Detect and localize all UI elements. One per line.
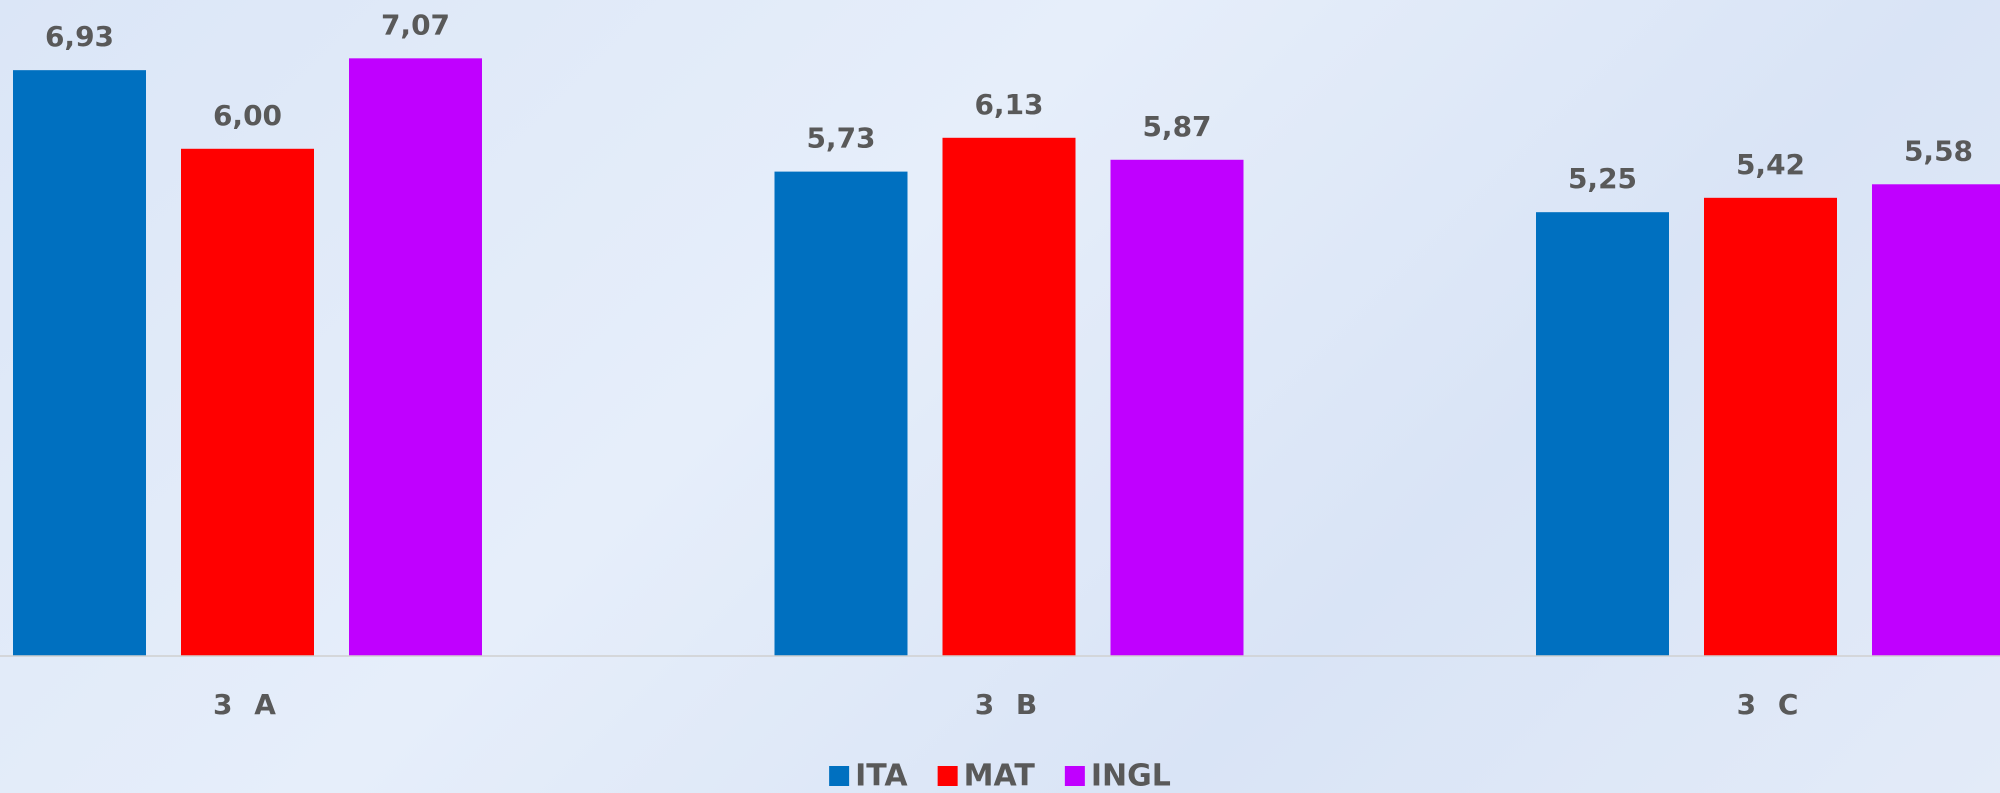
bar (349, 58, 482, 656)
value-label: 5,58 (1904, 134, 1973, 167)
x-tick-label: 3 B (975, 688, 1044, 721)
value-label: 5,87 (1142, 110, 1211, 143)
bar (1536, 212, 1669, 657)
legend-swatch (937, 766, 958, 786)
legend-label: ITA (855, 759, 908, 793)
bar (181, 148, 314, 656)
bar (13, 70, 146, 657)
bar (1704, 197, 1837, 656)
value-label: 6,00 (213, 99, 282, 132)
x-tick-label: 3 A (213, 688, 282, 721)
legend-swatch (829, 766, 850, 786)
bar (774, 171, 908, 656)
bar (942, 137, 1076, 656)
legend-swatch (1064, 766, 1085, 786)
value-label: 5,73 (806, 122, 875, 155)
value-label: 6,13 (974, 88, 1043, 121)
value-label: 5,25 (1568, 162, 1637, 195)
legend-label: MAT (964, 759, 1036, 793)
bar (1110, 159, 1244, 656)
value-label: 5,42 (1736, 148, 1805, 181)
x-tick-label: 3 C (1737, 688, 1805, 721)
value-label: 6,93 (45, 20, 114, 53)
legend-label: INGL (1091, 759, 1171, 793)
bar (1872, 184, 2000, 656)
value-label: 7,07 (381, 8, 450, 41)
